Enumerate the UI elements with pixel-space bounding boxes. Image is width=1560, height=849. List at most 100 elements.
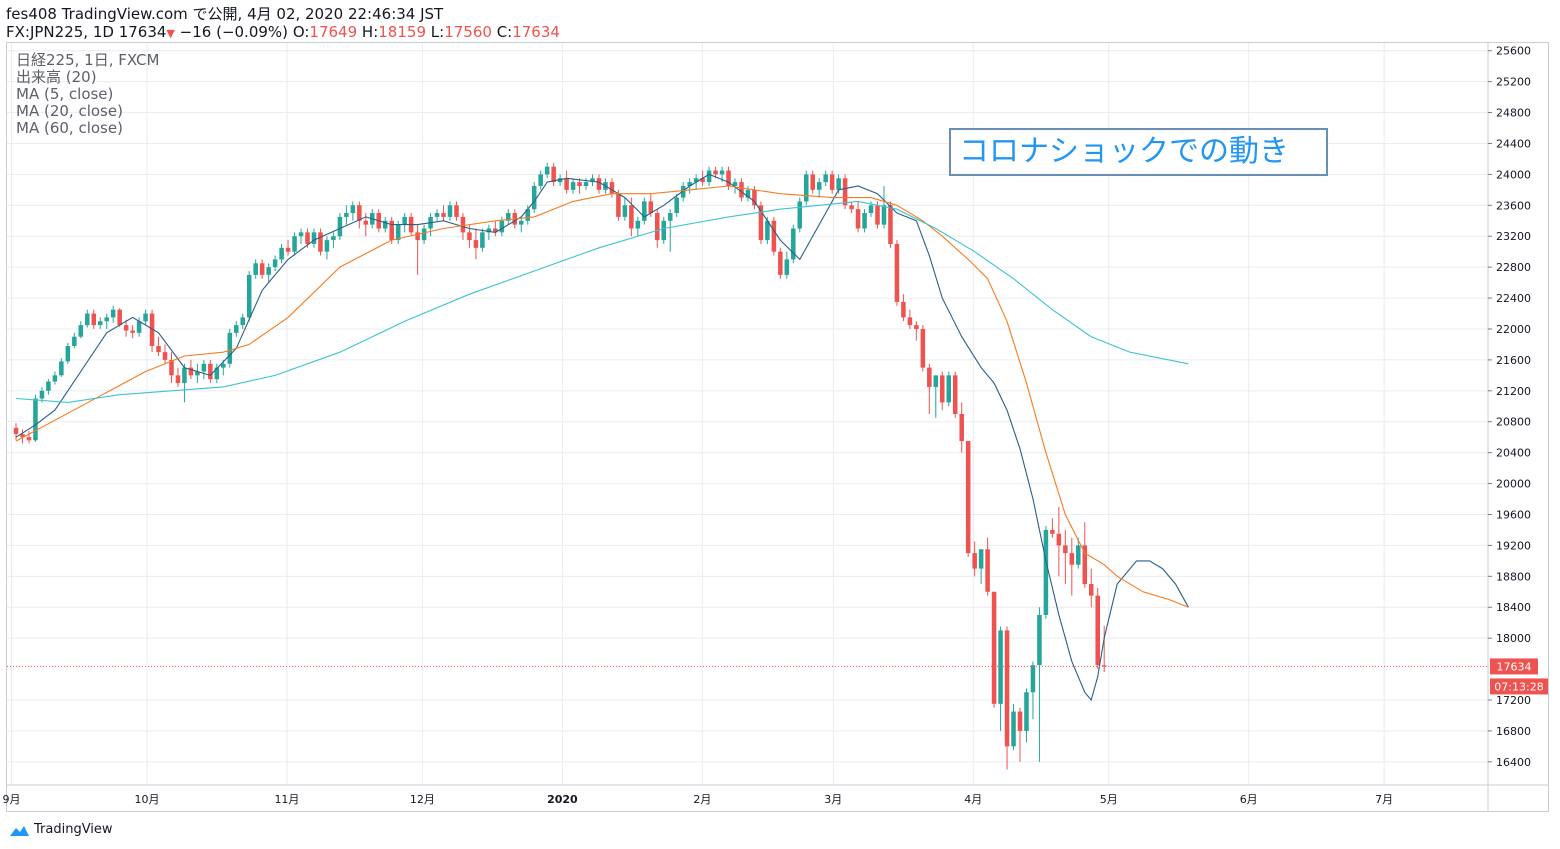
candle — [117, 308, 122, 327]
tradingview-cloud-icon — [10, 825, 29, 836]
candle — [933, 375, 939, 418]
y-tick-label: 22400 — [1496, 292, 1531, 305]
candle-body — [331, 236, 336, 241]
candle-body — [700, 178, 705, 183]
candle-body — [791, 228, 796, 260]
candle-body — [531, 185, 537, 210]
candle-body — [253, 263, 258, 275]
candle-body — [784, 259, 790, 275]
candle-body — [344, 213, 349, 217]
last-price: 17634 — [118, 23, 167, 41]
y-tick-label: 22800 — [1496, 261, 1531, 274]
candle — [65, 342, 71, 364]
candle-body — [13, 427, 19, 435]
candle-body — [337, 216, 343, 237]
candle-body — [816, 182, 822, 190]
y-tick-label: 23200 — [1496, 230, 1531, 243]
candle — [531, 182, 537, 214]
candle-body — [130, 330, 135, 333]
candle — [382, 216, 388, 233]
candle-body — [952, 375, 958, 414]
candle-body — [1076, 545, 1081, 565]
candle — [1063, 529, 1068, 585]
candle-body — [687, 182, 692, 186]
candle-body — [940, 375, 945, 403]
candle-body — [1024, 692, 1029, 731]
candle — [149, 309, 155, 353]
candle-body — [590, 178, 595, 183]
candle — [784, 251, 790, 279]
legend-title: 日経225, 1日, FXCM — [16, 51, 160, 69]
candle — [544, 162, 550, 179]
candle-body — [233, 325, 239, 333]
candle-body — [1050, 529, 1055, 534]
y-tick-label: 21200 — [1496, 385, 1531, 398]
candle-body — [110, 309, 116, 318]
candle-body — [104, 317, 109, 322]
candle — [480, 228, 485, 252]
candle — [272, 255, 278, 272]
candle — [855, 201, 861, 233]
candle — [26, 431, 32, 444]
countdown-tag-label: 07:13:28 — [1494, 680, 1543, 693]
candle-body — [227, 332, 233, 364]
candle-body — [525, 209, 530, 221]
y-tick-label: 24000 — [1496, 168, 1531, 181]
candle — [434, 209, 440, 221]
candle — [156, 336, 161, 357]
chart-legend: 日経225, 1日, FXCM 出来高 (20) MA (5, close) M… — [16, 52, 159, 137]
legend-ma5: MA (5, close) — [16, 85, 114, 103]
candle — [778, 247, 783, 279]
candle — [1088, 568, 1094, 608]
x-tick-label: 12月 — [410, 793, 435, 806]
candle-body — [72, 336, 77, 346]
candle — [803, 170, 809, 206]
candle-body — [551, 166, 556, 183]
candle — [791, 224, 796, 264]
candle-body — [208, 363, 213, 380]
candle — [20, 429, 25, 444]
y-tick-label: 19200 — [1496, 539, 1531, 552]
candle-body — [259, 263, 265, 275]
candle-body — [162, 352, 168, 360]
candle-body — [1063, 545, 1068, 554]
candle-body — [855, 209, 861, 229]
candle — [946, 371, 952, 407]
x-tick-label: 3月 — [824, 793, 842, 806]
candle — [311, 228, 317, 248]
y-tick-label: 23600 — [1496, 199, 1531, 212]
candle — [175, 367, 181, 387]
candle-body — [65, 345, 71, 362]
candle-body — [518, 220, 524, 225]
low-value: 17560 — [444, 23, 492, 41]
candle-body — [959, 414, 964, 442]
candle-body — [635, 220, 641, 229]
candle — [952, 371, 958, 418]
candle-body — [680, 185, 686, 198]
candle-body — [389, 220, 394, 241]
candle — [959, 402, 964, 453]
x-tick-label: 4月 — [964, 793, 982, 806]
candle-body — [117, 309, 122, 326]
y-tick-label: 20000 — [1496, 478, 1531, 491]
candle — [1037, 607, 1042, 762]
candle-body — [221, 363, 226, 368]
candle-body — [324, 240, 330, 252]
y-tick-label: 25600 — [1496, 45, 1531, 58]
candle-body — [272, 259, 278, 268]
candle-body — [739, 182, 744, 198]
candle — [849, 201, 854, 214]
annotation-text-box[interactable]: コロナショックでの動き — [949, 128, 1328, 176]
candle — [609, 178, 615, 198]
candle-body — [52, 375, 58, 382]
candle — [136, 317, 142, 337]
candle-body — [156, 345, 161, 353]
y-tick-label: 21600 — [1496, 354, 1531, 367]
candle — [739, 178, 744, 202]
ma20-line — [15, 185, 1189, 608]
candle-body — [195, 371, 200, 376]
candle — [52, 371, 58, 385]
y-tick-label: 24400 — [1496, 137, 1531, 150]
candle-body — [1069, 553, 1075, 565]
